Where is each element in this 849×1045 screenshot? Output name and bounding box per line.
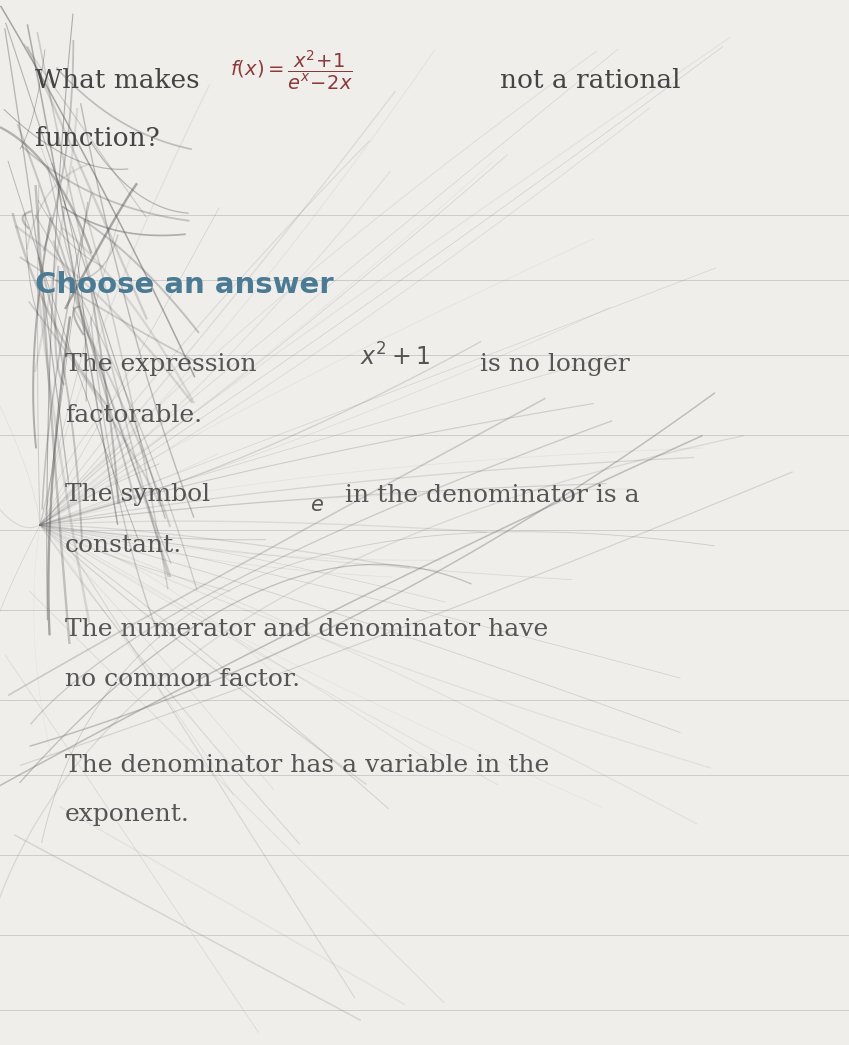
- Text: The denominator has a variable in the: The denominator has a variable in the: [65, 753, 549, 776]
- Text: $f(x)=\dfrac{x^2\!+\!1}{e^x\!-\!2x}$: $f(x)=\dfrac{x^2\!+\!1}{e^x\!-\!2x}$: [230, 48, 353, 92]
- Text: not a rational: not a rational: [500, 68, 681, 93]
- Text: function?: function?: [35, 125, 160, 150]
- Text: What makes: What makes: [35, 68, 200, 93]
- Text: is no longer: is no longer: [480, 353, 630, 376]
- Text: exponent.: exponent.: [65, 804, 190, 827]
- Text: The expression: The expression: [65, 353, 256, 376]
- Text: The symbol: The symbol: [65, 484, 210, 507]
- Text: no common factor.: no common factor.: [65, 669, 301, 692]
- Text: The numerator and denominator have: The numerator and denominator have: [65, 619, 548, 642]
- Text: factorable.: factorable.: [65, 403, 202, 426]
- Text: $x^2+1$: $x^2+1$: [360, 344, 430, 371]
- Text: constant.: constant.: [65, 534, 183, 557]
- Text: in the denominator is a: in the denominator is a: [345, 484, 639, 507]
- Text: $e$: $e$: [310, 495, 324, 515]
- Text: Choose an answer: Choose an answer: [35, 271, 334, 299]
